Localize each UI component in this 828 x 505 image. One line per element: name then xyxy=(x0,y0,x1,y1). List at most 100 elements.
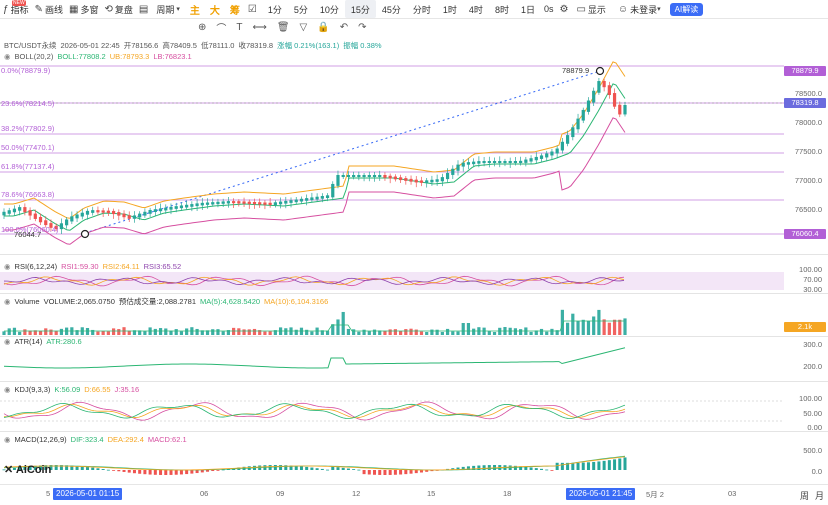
atr-info: ◉ ATR(14) ATR:280.6 xyxy=(4,337,82,346)
volume-bar xyxy=(618,319,622,335)
candle-body xyxy=(346,175,351,177)
magnet-icon[interactable]: ⌒ xyxy=(216,23,227,35)
checkbox-icon: ☑ xyxy=(247,3,257,15)
macd-bar xyxy=(393,470,397,475)
macd-bar xyxy=(482,465,486,470)
amplitude-label: 振幅 0.38% xyxy=(343,41,382,50)
volume-value: VOLUME:2,065.0750 xyxy=(43,297,115,306)
month-button[interactable]: 月 xyxy=(815,491,825,501)
time-axis[interactable]: 5 2026-05-01 01:15 06 09 12 15 18 2026-0… xyxy=(0,484,828,505)
current-price-tag: 78319.8 xyxy=(784,98,826,108)
interval-tab[interactable]: 分时 xyxy=(412,4,431,15)
candle-body xyxy=(545,153,549,158)
interval-tab[interactable]: 1日 xyxy=(520,4,535,15)
candle-body xyxy=(294,199,298,203)
macd-axis-500: 500.0 xyxy=(803,446,822,455)
candle-body xyxy=(581,109,585,121)
user-label: 未登录 xyxy=(630,4,658,15)
text-icon[interactable]: T xyxy=(236,21,243,33)
candle-body xyxy=(153,209,157,212)
large-order-button[interactable]: 大 xyxy=(209,5,220,17)
fib-level-label: 100.0%(76060.4) xyxy=(1,225,59,234)
eye-icon[interactable]: ◉ xyxy=(4,262,11,271)
eye-icon[interactable]: ◉ xyxy=(4,337,11,346)
open-label: 开78156.6 xyxy=(123,41,159,50)
ai-analysis-button[interactable]: AI解读 xyxy=(669,2,704,16)
candle-body xyxy=(555,148,559,154)
chevron-down-icon: ▾ xyxy=(657,6,661,13)
fib-level-label: 78.6%(76663.8) xyxy=(1,190,55,199)
eye-icon[interactable]: ◉ xyxy=(4,297,11,306)
display-button[interactable]: ▭ 显示 xyxy=(573,0,608,18)
atr-panel[interactable] xyxy=(0,340,784,380)
macd-panel[interactable] xyxy=(0,444,784,484)
replay-button[interactable]: ⟲ 复盘 xyxy=(101,0,135,18)
volume-bar xyxy=(560,309,564,335)
macd-bar xyxy=(618,458,622,470)
candle-body xyxy=(310,197,314,201)
period-button[interactable]: 周期 ▾ xyxy=(153,0,185,18)
kdj-d: D:66.55 xyxy=(84,385,111,394)
countdown[interactable]: 0s xyxy=(541,0,557,18)
price-chart[interactable] xyxy=(0,36,784,246)
macd-bar xyxy=(12,467,16,470)
macd-bar xyxy=(576,462,580,470)
high-marker xyxy=(595,66,605,76)
volume-bar xyxy=(404,329,408,335)
eye-icon[interactable]: ◉ xyxy=(4,435,11,444)
low-marker xyxy=(80,229,90,239)
volume-panel[interactable] xyxy=(0,305,784,335)
settings-button[interactable]: ⚙ xyxy=(556,0,573,18)
kdj-axis-100: 100.00 xyxy=(799,394,822,403)
macd-bar xyxy=(179,470,183,475)
kdj-panel[interactable] xyxy=(0,393,784,429)
redo-icon[interactable]: ↷ xyxy=(358,21,367,33)
macd-bar xyxy=(310,467,314,470)
undo-icon[interactable]: ↶ xyxy=(339,21,349,33)
macd-bar xyxy=(414,470,418,474)
candle-body xyxy=(419,180,424,183)
volume-bar xyxy=(18,331,22,335)
main-force-button[interactable]: 主 xyxy=(189,5,200,17)
kdj-axis-0: 0.00 xyxy=(807,423,822,432)
candle-body xyxy=(565,135,570,144)
grid-toggle-button[interactable]: ▤ xyxy=(136,0,153,18)
checkbox-button[interactable]: ☑ xyxy=(245,0,262,18)
interval-tab[interactable]: 45分 xyxy=(381,4,401,15)
draw-button[interactable]: ✎ 画线 xyxy=(32,0,66,18)
interval-tab[interactable]: 5分 xyxy=(293,4,308,15)
rsi-info: ◉ RSI(6,12,24) RSI1:59.30 RSI2:64.11 RSI… xyxy=(4,262,181,271)
multi-window-button[interactable]: ▦ 多窗 xyxy=(66,0,101,18)
volume-bar xyxy=(174,329,178,335)
week-button[interactable]: 周 xyxy=(800,491,810,501)
interval-tab[interactable]: 8时 xyxy=(494,4,509,15)
candle-body xyxy=(299,198,304,202)
interval-tab[interactable]: 10分 xyxy=(319,4,339,15)
rsi-axis-100: 100.00 xyxy=(799,265,822,274)
volume-bar xyxy=(451,331,455,335)
volume-bar xyxy=(143,331,147,335)
rsi-panel[interactable] xyxy=(0,270,784,292)
ruler-icon[interactable]: ⟷ xyxy=(252,21,267,33)
interval-tab[interactable]: 4时 xyxy=(468,4,483,15)
macd-bar xyxy=(211,470,215,472)
indicators-button[interactable]: ƒ 指标 NEW xyxy=(0,0,32,18)
boll-mb: BOLL:77808.2 xyxy=(57,52,106,61)
candle-body xyxy=(247,201,251,204)
filter-icon[interactable]: ▽ xyxy=(299,21,308,33)
lock-icon[interactable]: 🔒 xyxy=(317,21,330,33)
candle-body xyxy=(456,164,460,171)
candle-body xyxy=(164,207,168,211)
volume-bar xyxy=(268,331,272,335)
trash-icon[interactable]: 🗑 xyxy=(276,21,290,33)
chips-button[interactable]: 筹 xyxy=(229,5,240,17)
eye-icon[interactable]: ◉ xyxy=(4,385,11,394)
eye-icon[interactable]: ◉ xyxy=(4,52,11,61)
interval-tab[interactable]: 1时 xyxy=(442,4,457,15)
volume-bar xyxy=(571,313,575,335)
user-button[interactable]: ☺ 未登录 ▾ xyxy=(615,0,666,18)
interval-tab[interactable]: 15分 xyxy=(344,0,376,18)
interval-tab[interactable]: 1分 xyxy=(267,4,282,15)
crosshair-icon[interactable]: ⊕ xyxy=(198,21,207,33)
volume-bar xyxy=(414,329,418,335)
